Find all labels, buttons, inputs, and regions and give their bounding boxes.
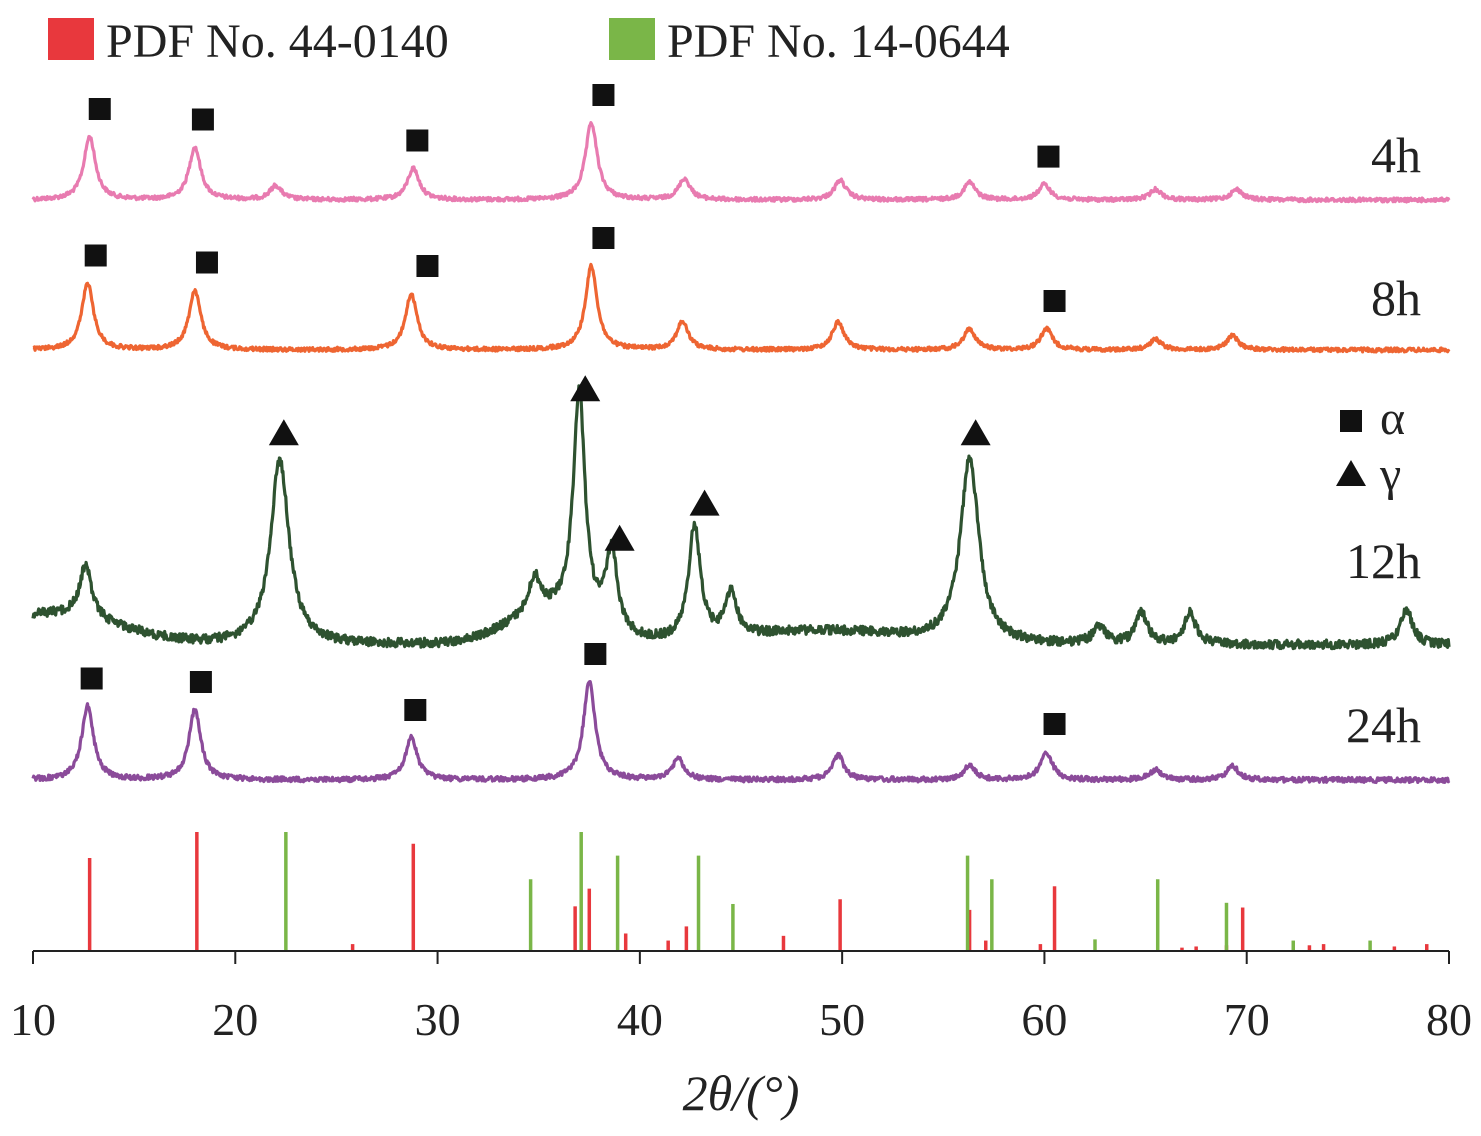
x-tick-label-10: 10	[10, 994, 56, 1045]
legend-swatch-pdf-44-0140	[48, 18, 94, 60]
series-label-24h: 24h	[1346, 697, 1421, 753]
gamma-marker-12h-2	[604, 524, 635, 551]
legend-label-pdf-44-0140: PDF No. 44-0140	[106, 15, 449, 68]
gamma-marker-12h-0	[268, 419, 299, 446]
legend-label-pdf-14-0644: PDF No. 14-0644	[667, 15, 1010, 68]
alpha-marker-24h-4	[1043, 713, 1066, 735]
gamma-triangle-icon	[1336, 460, 1366, 486]
alpha-marker-4h-0	[88, 98, 111, 120]
alpha-marker-24h-0	[80, 667, 103, 690]
reference-layer	[87, 832, 1429, 950]
x-tick-label-40: 40	[617, 994, 663, 1045]
gamma-marker-12h-4	[960, 419, 991, 446]
series-layer	[31, 121, 1451, 784]
x-tick-layer: 10 20 30 40 50 60 70 80	[10, 951, 1472, 1045]
phase-legend: α γ	[1336, 392, 1405, 501]
alpha-marker-24h-2	[404, 699, 427, 721]
alpha-marker-24h-3	[584, 643, 607, 665]
alpha-marker-4h-4	[1037, 145, 1060, 168]
series-label-12h: 12h	[1346, 533, 1421, 589]
legend-swatch-pdf-14-0644	[609, 18, 655, 60]
alpha-marker-4h-3	[592, 84, 615, 106]
phase-legend-alpha: α	[1380, 392, 1405, 445]
alpha-marker-8h-2	[416, 255, 439, 277]
alpha-marker-8h-1	[195, 251, 218, 274]
x-tick-label-70: 70	[1224, 994, 1270, 1045]
pattern-24h	[31, 680, 1451, 784]
x-tick-label-80: 80	[1426, 994, 1472, 1045]
series-label-layer: 4h 8h 12h 24h	[1346, 127, 1421, 753]
alpha-square-icon	[1340, 410, 1362, 432]
phase-legend-gamma: γ	[1379, 448, 1401, 501]
pattern-12h	[31, 384, 1451, 651]
alpha-marker-8h-0	[84, 244, 107, 267]
alpha-marker-4h-1	[191, 108, 214, 131]
x-tick-label-50: 50	[819, 994, 865, 1045]
x-tick-label-30: 30	[415, 994, 461, 1045]
alpha-marker-24h-1	[189, 671, 212, 693]
pattern-8h	[32, 262, 1451, 354]
gamma-marker-12h-1	[570, 375, 601, 402]
alpha-marker-4h-2	[406, 129, 429, 152]
x-axis-label: 2θ/(°)	[683, 1065, 800, 1121]
alpha-marker-8h-3	[592, 227, 615, 249]
series-label-4h: 4h	[1371, 127, 1421, 183]
pattern-4h	[31, 121, 1451, 204]
legend: PDF No. 44-0140 PDF No. 14-0644	[48, 15, 1010, 68]
x-axis: 10 20 30 40 50 60 70 80 2θ/(°)	[10, 950, 1472, 1121]
x-tick-label-20: 20	[212, 994, 258, 1045]
x-tick-label-60: 60	[1021, 994, 1067, 1045]
alpha-marker-8h-4	[1043, 290, 1066, 312]
series-label-8h: 8h	[1371, 270, 1421, 326]
gamma-marker-12h-3	[689, 489, 720, 516]
marker-layer	[80, 84, 1066, 735]
